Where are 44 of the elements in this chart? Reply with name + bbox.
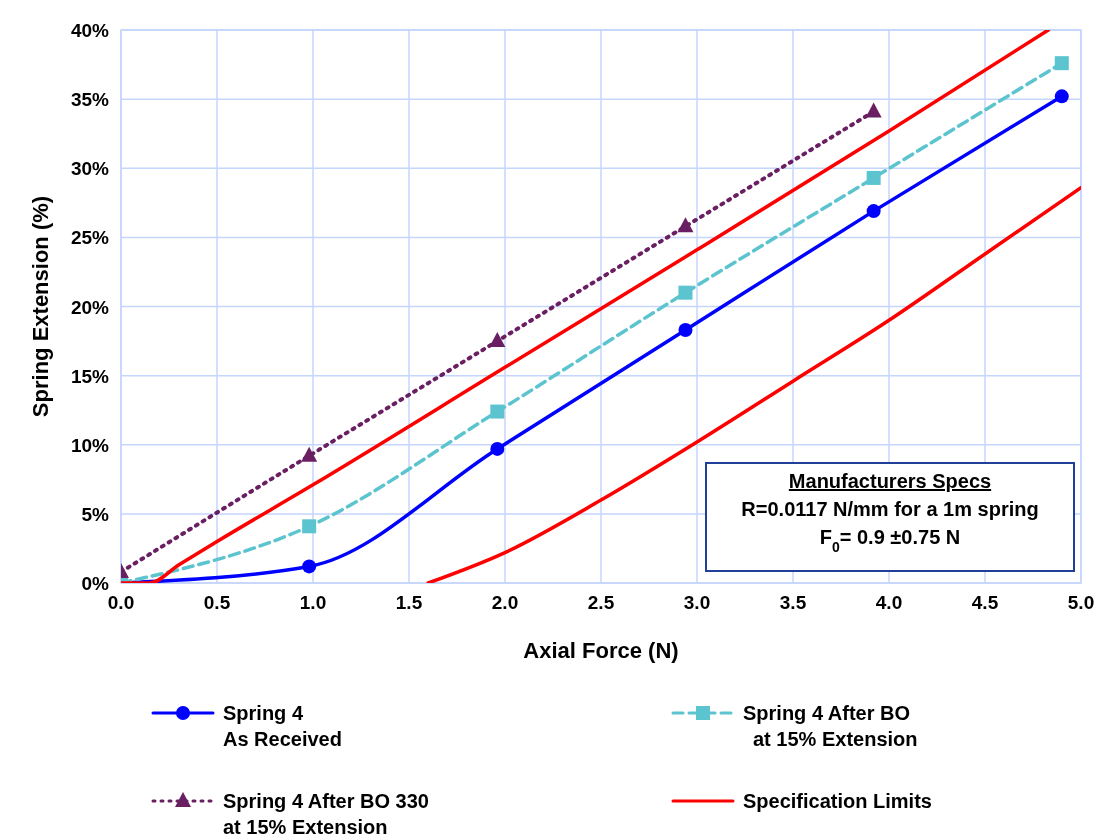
y-tick-label: 40%	[70, 20, 110, 41]
x-tick-label: 3.5	[779, 592, 807, 613]
y-tick-label: 25%	[70, 227, 110, 249]
point	[490, 404, 505, 419]
y-tick-label: 30%	[70, 158, 110, 180]
line-series	[426, 185, 1081, 583]
point	[866, 170, 881, 185]
x-tick-label: 1.0	[299, 592, 327, 613]
x-tick-label: 4.5	[971, 592, 999, 613]
point	[678, 323, 693, 337]
point	[302, 559, 317, 574]
annotation: R=0.0117 N/mm for a 1m spring	[741, 498, 1039, 520]
y-axis-title: Spring Extension (%)	[28, 195, 53, 418]
annotation: F$_{0}$= 0.9 ±0.75 N	[819, 526, 961, 555]
legend-label: Spring 4 After BO 330 at 15% Extension	[223, 790, 429, 835]
point	[489, 332, 506, 348]
point	[302, 519, 317, 534]
x-tick-label: 2.5	[587, 592, 615, 613]
x-tick-label: 1.5	[395, 592, 423, 613]
y-tick-label: 5%	[81, 503, 110, 525]
legend-label: Spring 4 As Received	[223, 702, 342, 750]
x-axis-title: Axial Force (N)	[523, 638, 679, 663]
x-tick-label: 0.0	[107, 592, 135, 613]
point	[865, 102, 882, 118]
x-tick-label: 2.0	[491, 592, 519, 613]
y-tick-label: 15%	[70, 365, 110, 387]
point	[301, 446, 318, 462]
point	[1054, 89, 1069, 104]
x-tick-label: 3.0	[683, 592, 711, 613]
x-tick-label: 4.0	[875, 592, 903, 613]
x-tick-label: 0.5	[203, 592, 231, 613]
point	[866, 204, 881, 219]
annotation: Manufacturers Specs	[788, 470, 992, 492]
y-tick-label: 35%	[70, 89, 110, 111]
point	[677, 217, 694, 233]
point	[490, 441, 505, 456]
x-tick-label: 5.0	[1067, 592, 1094, 613]
legend-label: Specification Limits	[743, 790, 932, 812]
point	[678, 285, 693, 300]
y-tick-label: 10%	[70, 434, 110, 456]
legend-label: Spring 4 After BO at 15% Extension	[743, 702, 918, 750]
y-tick-label: 20%	[70, 296, 110, 318]
point	[1054, 56, 1069, 71]
y-tick-label: 0%	[81, 573, 110, 594]
